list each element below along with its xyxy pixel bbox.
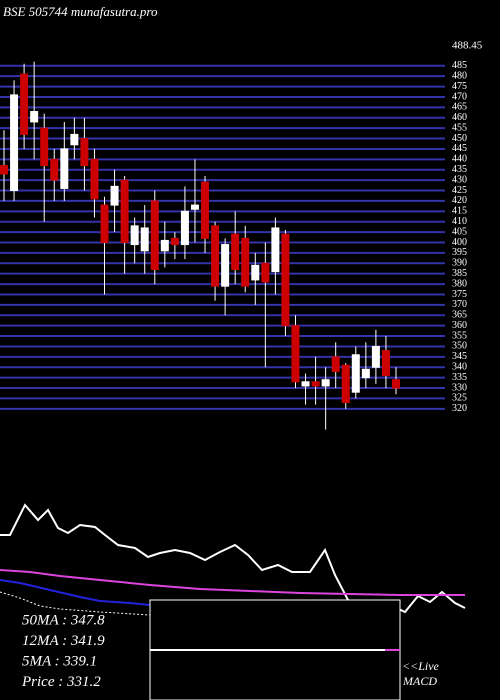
- y-tick-label: 380: [452, 278, 467, 289]
- candle-body: [281, 233, 290, 327]
- candle-body: [221, 244, 230, 287]
- candle-body: [361, 368, 370, 379]
- y-tick-label: 430: [452, 174, 467, 185]
- y-tick-label: 415: [452, 206, 467, 217]
- candle-body: [261, 262, 270, 283]
- candle-body: [180, 210, 189, 246]
- candle-body: [120, 179, 129, 243]
- y-tick-label: 355: [452, 330, 467, 341]
- indicator-line: [0, 579, 151, 606]
- y-tick-label: 350: [452, 341, 467, 352]
- candle-body: [291, 325, 300, 383]
- candle-body: [160, 239, 169, 252]
- y-tick-label: 385: [452, 268, 467, 279]
- candle-body: [311, 381, 320, 387]
- y-tick-label: 390: [452, 258, 467, 269]
- y-tick-label: 420: [452, 195, 467, 206]
- indicator-line: [0, 591, 151, 616]
- candle-body: [90, 158, 99, 200]
- y-tick-label: 375: [452, 289, 467, 300]
- y-tick-label: 365: [452, 310, 467, 321]
- y-tick-label: 435: [452, 164, 467, 175]
- candle-body: [301, 381, 310, 387]
- ma-label: 12MA : 341.9: [22, 633, 105, 649]
- candle-body: [211, 225, 220, 287]
- candle-body: [130, 225, 139, 246]
- y-tick-label: 425: [452, 185, 467, 196]
- y-tick-label: 460: [452, 112, 467, 123]
- ma-label: Price : 331.2: [21, 674, 101, 690]
- candle-body: [241, 237, 250, 287]
- y-tick-label: 440: [452, 154, 467, 165]
- candle-body: [201, 181, 210, 239]
- candle-body: [20, 73, 29, 135]
- y-tick-label: 345: [452, 351, 467, 362]
- y-tick-label: 320: [452, 403, 467, 414]
- y-tick-label: 455: [452, 122, 467, 133]
- candle-body: [70, 133, 79, 146]
- ma-label: 50MA : 347.8: [22, 612, 105, 628]
- y-tick-label: 480: [452, 70, 467, 81]
- candle-body: [392, 379, 400, 389]
- y-tick-label: 450: [452, 133, 467, 144]
- y-tick-label: 410: [452, 216, 467, 227]
- y-tick-label: 340: [452, 362, 467, 373]
- candle-body: [50, 158, 59, 181]
- candle-body: [150, 200, 159, 271]
- candle-body: [190, 204, 199, 210]
- candle-body: [351, 354, 360, 393]
- y-tick-label: 475: [452, 81, 467, 92]
- candle-body: [140, 227, 149, 252]
- chart-title: BSE 505744 munafasutra.pro: [3, 4, 158, 19]
- y-tick-label: 445: [452, 143, 467, 154]
- candle-body: [321, 379, 330, 387]
- candle-body: [170, 237, 179, 246]
- candle-body: [251, 264, 260, 281]
- candle-body: [371, 345, 380, 368]
- y-tick-label: 395: [452, 247, 467, 258]
- candle-body: [110, 185, 119, 206]
- candle-body: [60, 148, 69, 189]
- y-tick-label: 330: [452, 382, 467, 393]
- candle-body: [30, 111, 39, 123]
- candle-body: [10, 94, 19, 192]
- candle-body: [271, 227, 280, 273]
- y-tick-label: 360: [452, 320, 467, 331]
- candle-body: [231, 233, 240, 271]
- candle-body: [381, 350, 390, 377]
- y-tick-label: 485: [452, 60, 467, 71]
- y-tick-label: 325: [452, 393, 467, 404]
- candle-body: [80, 138, 89, 167]
- y-tick-label: 470: [452, 91, 467, 102]
- candle-body: [0, 165, 8, 175]
- top-label: 488.45: [452, 40, 483, 52]
- candle-body: [100, 204, 109, 243]
- macd-label: MACD: [402, 674, 437, 688]
- candle-body: [341, 364, 350, 404]
- live-label: <<Live: [402, 659, 440, 673]
- indicator-line: [0, 569, 465, 596]
- candle-body: [40, 127, 49, 167]
- y-tick-label: 465: [452, 102, 467, 113]
- indicator-line: [0, 503, 466, 614]
- candle-body: [331, 356, 340, 372]
- y-tick-label: 405: [452, 226, 467, 237]
- y-tick-label: 400: [452, 237, 467, 248]
- ma-label: 5MA : 339.1: [22, 653, 97, 669]
- y-tick-label: 370: [452, 299, 467, 310]
- y-tick-label: 335: [452, 372, 467, 383]
